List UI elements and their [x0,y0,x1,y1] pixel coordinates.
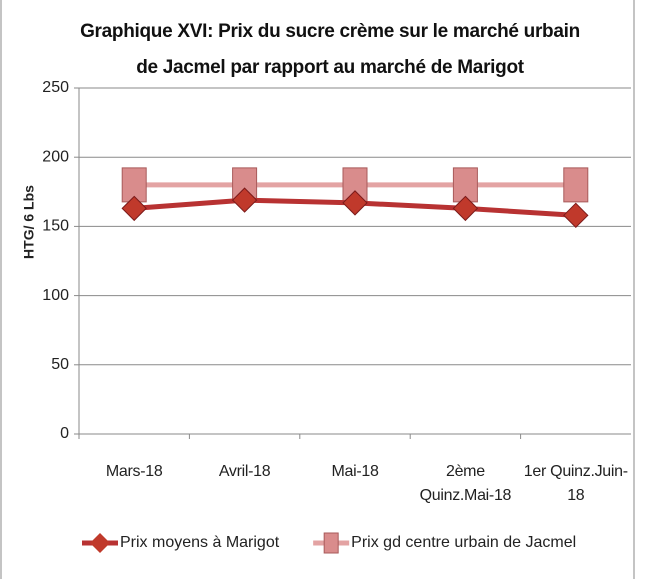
point [563,202,589,229]
y-tick-label: 200 [42,148,69,165]
legend-label: Prix moyens à Marigot [120,534,280,551]
point [563,167,589,203]
point [342,190,368,216]
y-axis-label: HTG/ 6 Lbs [21,185,37,259]
x-tick-label: 1er Quinz.Juin-18 [523,463,628,504]
y-tick-label: 0 [60,425,69,442]
y-tick-label: 50 [51,356,69,373]
x-tick-label: Mai-18 [331,463,379,480]
point [452,195,479,222]
point [121,195,147,222]
legend-label: Prix gd centre urbain de Jacmel [351,534,576,551]
x-tick-label: 2ème Quinz.Mai-18 [419,463,512,504]
legend-marker [323,532,339,554]
y-tick-label: 250 [42,79,69,96]
point [231,187,258,213]
chart-title: Graphique XVI: Prix du sucre crème sur l… [80,21,580,78]
x-tick-label: Mars-18 [105,463,163,480]
y-tick-label: 150 [42,218,69,235]
legend-marker [90,533,110,553]
y-tick-label: 100 [42,287,69,304]
x-tick-label: Avril-18 [218,463,271,480]
